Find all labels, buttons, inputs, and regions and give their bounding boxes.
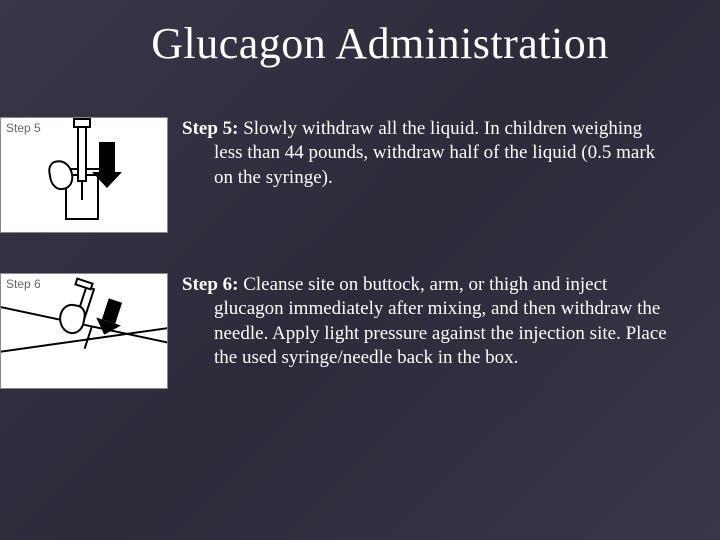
syringe-withdraw-icon [1, 118, 167, 232]
step6-body: Cleanse site on buttock, arm, or thigh a… [214, 274, 667, 368]
step5-text: Step 5: Slowly withdraw all the liquid. … [182, 117, 680, 190]
step5-illustration: Step 5 [0, 117, 168, 233]
step-row: Step 6 Step 6: Cleanse site on buttock, … [40, 273, 680, 389]
slide: Glucagon Administration Step 5 Step 5: S… [0, 0, 720, 540]
step5-label: Step 5: [182, 118, 238, 139]
step6-text: Step 6: Cleanse site on buttock, arm, or… [182, 273, 680, 370]
content-area: Step 5 Step 5: Slowly withdraw all the l… [40, 117, 680, 389]
step5-body: Slowly withdraw all the liquid. In child… [214, 118, 655, 188]
slide-title: Glucagon Administration [40, 18, 680, 69]
step6-label: Step 6: [182, 274, 238, 295]
step6-illustration: Step 6 [0, 273, 168, 389]
injection-site-icon [1, 274, 167, 388]
step-row: Step 5 Step 5: Slowly withdraw all the l… [40, 117, 680, 233]
